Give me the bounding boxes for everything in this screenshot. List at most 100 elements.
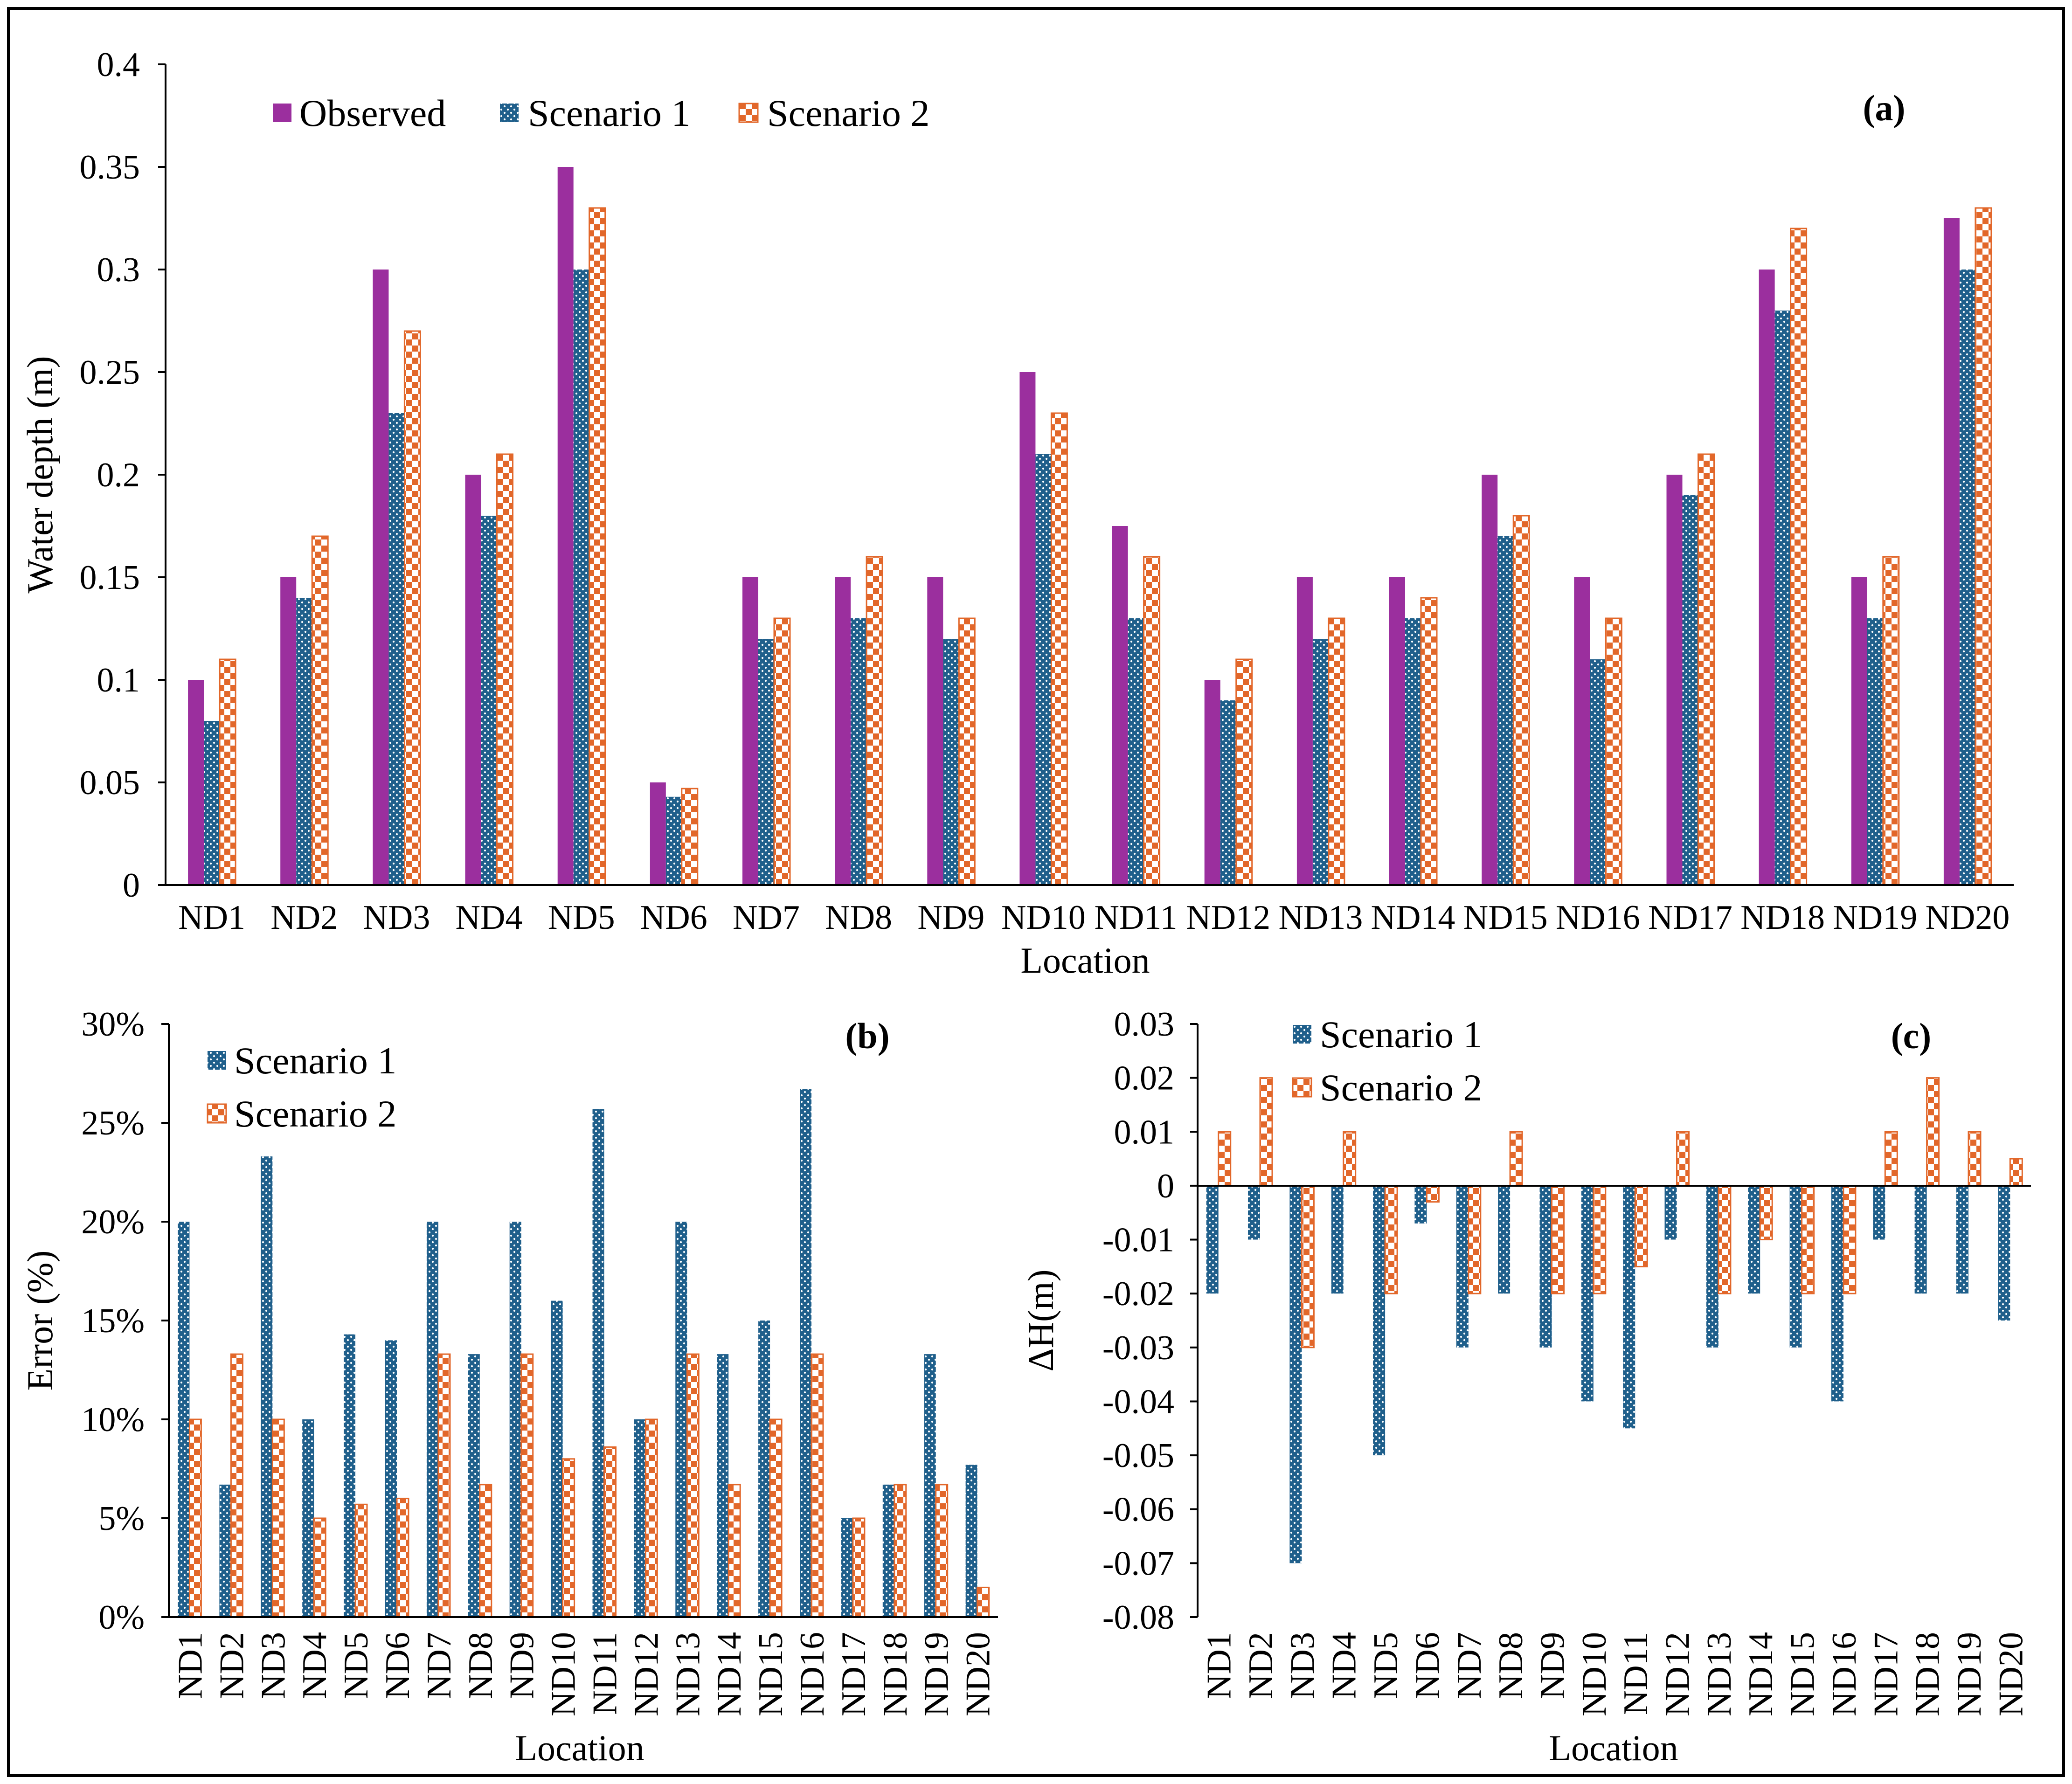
bar-b-scenario2-nd11: [603, 1446, 617, 1618]
bar-a-scenario2-nd20: [1975, 207, 1992, 886]
bar-b-scenario1-nd18: [882, 1484, 894, 1617]
bar-c-scenario2-nd13: [1718, 1185, 1732, 1294]
x-tick-label-c: ND13: [1700, 1632, 1739, 1716]
y-tick-label-a: 0.3: [97, 251, 140, 289]
bar-a-scenario2-nd10: [1050, 412, 1068, 886]
bar-a-scenario1-nd15: [1497, 536, 1514, 885]
x-tick-label-c: ND7: [1450, 1632, 1489, 1699]
x-tick-label-b: ND9: [503, 1632, 541, 1699]
panel-c-x-ticks: ND1 ND2 ND3 ND4 ND5 ND6 ND7 ND8 ND9 ND10 ND11 ND12 N…: [1200, 1632, 2030, 1716]
panel-b-x-ticks: ND1 ND2 ND3 ND4 ND5 ND6 ND7 ND8 ND9 ND10 ND11 ND12 N…: [171, 1632, 997, 1716]
x-tick-label-b: ND5: [337, 1632, 375, 1699]
bar-c-scenario1-nd11: [1623, 1185, 1635, 1429]
x-tick-label-c: ND10: [1575, 1632, 1614, 1716]
bar-b-scenario2-nd8: [479, 1484, 492, 1618]
x-tick-label-b: ND14: [710, 1632, 748, 1716]
panel-a-x-label: Location: [1020, 940, 1150, 981]
bar-c-scenario2-nd14: [1759, 1185, 1773, 1240]
bar-c-scenario1-nd20: [1998, 1185, 2010, 1321]
bar-a-scenario1-nd1: [204, 721, 220, 885]
legend-c-scenario1-label: Scenario 1: [1320, 1013, 1482, 1056]
bar-a-scenario1-nd17: [1682, 495, 1698, 885]
x-tick-label-a: ND14: [1371, 899, 1455, 937]
panel-b-bars: [178, 1089, 990, 1618]
x-tick-label-a: ND12: [1186, 899, 1270, 937]
x-tick-label-c: ND20: [1992, 1632, 2030, 1716]
bar-b-scenario1-nd13: [675, 1222, 687, 1617]
y-tick-label-a: 0.1: [97, 661, 140, 699]
legend-b-scenario1-swatch: [208, 1051, 226, 1070]
x-tick-label-c: ND18: [1909, 1632, 1947, 1716]
x-tick-label-c: ND11: [1617, 1632, 1655, 1715]
panel-c-legend: Scenario 1 Scenario 2: [1292, 1013, 1482, 1109]
bar-b-scenario2-nd14: [728, 1484, 741, 1618]
bar-c-scenario1-nd8: [1498, 1185, 1511, 1294]
panel-c-label: (c): [1891, 1016, 1932, 1056]
legend-a-scenario2-label: Scenario 2: [767, 92, 929, 134]
bar-c-scenario1-nd13: [1706, 1185, 1719, 1348]
bar-b-scenario2-nd9: [520, 1353, 534, 1618]
bar-c-scenario2-nd20: [2009, 1158, 2023, 1187]
bar-a-scenario1-nd7: [758, 639, 774, 885]
x-tick-label-b: ND16: [793, 1632, 832, 1716]
bar-c-scenario1-nd3: [1289, 1185, 1302, 1563]
panel-c-x-label: Location: [1549, 1728, 1678, 1768]
x-tick-label-b: ND18: [876, 1632, 915, 1716]
legend-a-observed-swatch: [273, 104, 291, 122]
bar-c-scenario1-nd17: [1873, 1185, 1885, 1240]
x-tick-label-a: ND16: [1556, 899, 1640, 937]
y-tick-label-b: 30%: [81, 1005, 145, 1044]
y-tick-label-c: -0.07: [1102, 1544, 1174, 1583]
panel-b-x-label: Location: [515, 1728, 644, 1768]
panel-a-legend: Observed Scenario 1 Scenario 2: [273, 92, 929, 134]
bar-b-scenario1-nd14: [717, 1354, 729, 1617]
y-tick-label-c: -0.05: [1102, 1437, 1174, 1475]
bar-c-scenario2-nd2: [1259, 1077, 1273, 1187]
x-tick-label-b: ND10: [545, 1632, 583, 1716]
x-tick-label-c: ND1: [1200, 1632, 1239, 1699]
legend-a-scenario2-swatch: [738, 103, 759, 123]
x-tick-label-c: ND17: [1867, 1632, 1905, 1716]
y-tick-label-c: -0.08: [1102, 1598, 1174, 1637]
bar-b-scenario1-nd10: [551, 1300, 563, 1617]
legend-b-scenario1-label: Scenario 1: [234, 1039, 396, 1082]
bar-b-scenario1-nd6: [385, 1340, 397, 1617]
panel-a-x-ticks: ND1 ND2 ND3 ND4 ND5 ND6 ND7 ND8 ND9 ND10 ND11 ND12 N…: [178, 899, 2010, 937]
x-tick-label-c: ND2: [1242, 1632, 1280, 1699]
bar-c-scenario2-nd3: [1301, 1185, 1315, 1348]
bar-b-scenario2-nd18: [894, 1484, 907, 1618]
bar-a-observed-nd16: [1574, 577, 1590, 885]
bar-a-scenario2-nd11: [1143, 556, 1161, 886]
bar-b-scenario2-nd4: [313, 1517, 326, 1618]
bar-a-scenario2-nd13: [1328, 617, 1345, 886]
bar-a-observed-nd10: [1019, 372, 1036, 885]
bar-b-scenario2-nd15: [769, 1418, 783, 1618]
y-tick-label-c: -0.02: [1102, 1275, 1174, 1313]
bar-a-scenario1-nd16: [1590, 659, 1606, 885]
legend-a-scenario1-label: Scenario 1: [528, 92, 690, 134]
y-tick-label-a: 0.35: [80, 148, 140, 187]
bar-a-scenario1-nd14: [1405, 618, 1421, 885]
y-tick-label-b: 5%: [98, 1500, 145, 1538]
y-tick-label-a: 0: [123, 866, 140, 905]
y-tick-label-c: 0.03: [1114, 1005, 1175, 1044]
bar-a-observed-nd19: [1851, 577, 1867, 885]
panel-b-legend: Scenario 1 Scenario 2: [207, 1039, 396, 1135]
bar-b-scenario1-nd8: [468, 1354, 480, 1617]
bar-a-scenario2-nd8: [866, 556, 883, 886]
bar-b-scenario2-nd16: [811, 1353, 824, 1618]
bar-a-observed-nd17: [1666, 475, 1683, 885]
bar-b-scenario1-nd4: [302, 1419, 314, 1617]
bar-b-scenario2-nd20: [977, 1586, 990, 1618]
bar-c-scenario2-nd7: [1468, 1185, 1482, 1294]
y-tick-label-b: 20%: [81, 1203, 145, 1241]
x-tick-label-b: ND11: [586, 1632, 624, 1715]
y-tick-label-b: 25%: [81, 1104, 145, 1142]
bar-b-scenario2-nd17: [852, 1517, 866, 1618]
bar-a-scenario1-nd2: [296, 598, 312, 885]
bar-c-scenario2-nd16: [1843, 1185, 1857, 1294]
x-tick-label-c: ND14: [1742, 1632, 1780, 1716]
bar-a-scenario2-nd12: [1235, 658, 1253, 886]
panel-c-y-label: ΔH(m): [1020, 1269, 1061, 1371]
panel-b-y-label: Error (%): [20, 1251, 60, 1391]
